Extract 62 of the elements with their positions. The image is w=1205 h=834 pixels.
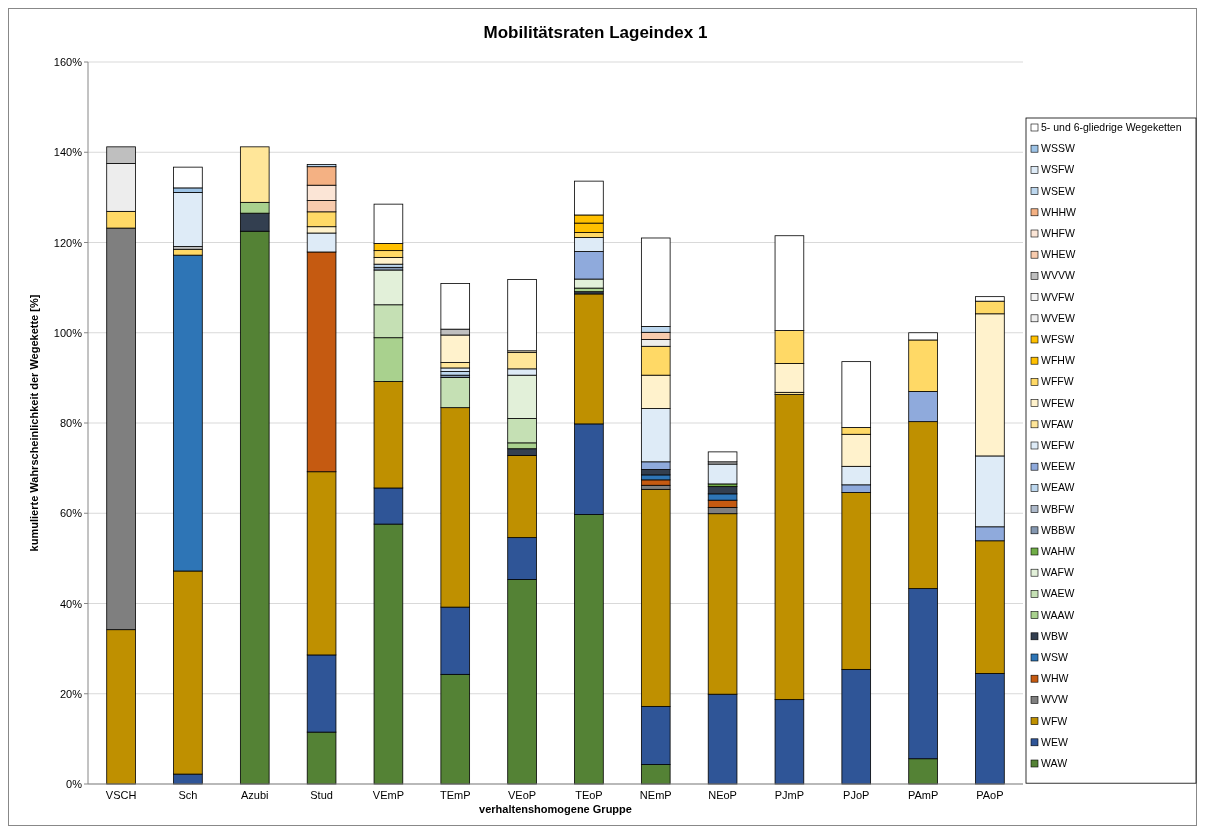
legend-label: WSEW [1041, 184, 1075, 197]
y-tick-label: 0% [66, 778, 83, 790]
legend-label: WAAW [1041, 608, 1075, 621]
y-tick-label: 80% [59, 417, 83, 429]
x-tick-label: Sch [178, 789, 198, 801]
bar [707, 463, 738, 485]
y-tick-label: 40% [59, 597, 83, 610]
legend-label: WFAW [1041, 417, 1074, 430]
y-tick-label: 20% [59, 687, 83, 700]
legend-label: WFFW [1041, 375, 1074, 388]
legend-label: WSW [1041, 651, 1068, 663]
bar [173, 166, 203, 189]
legend-label: WAFW [1041, 566, 1074, 579]
legend-label: WHFW [1041, 227, 1075, 239]
x-tick-label: PJoP [843, 789, 870, 801]
y-axis-title: kumulierte Wahrscheinlichkeit der Wegekette [%] [28, 294, 40, 552]
x-tick-label: TEoP [575, 789, 603, 801]
legend-label: WVVW [1041, 269, 1075, 282]
legend-label: WFHW [1041, 354, 1075, 367]
x-tick-label: PJmP [774, 789, 805, 801]
legend-label: WSFW [1041, 163, 1075, 176]
y-tick-label: 160% [53, 56, 83, 68]
legend-label: WHEW [1041, 248, 1076, 261]
y-tick-label: 100% [53, 326, 83, 339]
legend-label: WEFW [1041, 439, 1075, 451]
x-axis-title: verhaltenshomogene Gruppe [479, 803, 632, 815]
legend-label: WVW [1041, 693, 1068, 706]
legend-label: WHW [1041, 672, 1069, 685]
legend-label: WBFW [1041, 502, 1075, 515]
x-tick-label: VSCH [105, 789, 137, 801]
x-tick-label: VEmP [372, 789, 405, 801]
x-tick-label: NEoP [708, 789, 737, 801]
legend-label: WSSW [1041, 142, 1075, 155]
y-tick-label: 140% [53, 146, 83, 159]
x-tick-label: Stud [310, 789, 333, 801]
legend-label: WFEW [1041, 396, 1075, 409]
x-tick-label: NEmP [639, 789, 672, 801]
x-tick-label: Azubi [240, 789, 269, 801]
x-tick-label: PAoP [976, 789, 1004, 801]
legend-label: WEAW [1041, 481, 1075, 494]
legend-label: WBBW [1041, 523, 1075, 536]
legend-label: WEEW [1041, 460, 1075, 473]
legend-label: WAEW [1041, 587, 1075, 600]
bar [507, 279, 537, 352]
chart-title: Mobilitätsraten Lageindex 1 [483, 23, 708, 42]
legend-label: WFW [1041, 714, 1068, 727]
bar [173, 192, 203, 247]
legend-label: WBW [1041, 629, 1068, 642]
x-tick-label: VEoP [508, 789, 537, 801]
legend-label: WFSW [1041, 333, 1075, 345]
legend-label: WVEW [1041, 311, 1075, 324]
legend-label: 5- und 6-gliedrige Wegeketten [1041, 121, 1182, 133]
bar [707, 451, 738, 463]
y-tick-label: 120% [53, 236, 83, 249]
legend-label: WHHW [1041, 205, 1077, 218]
legend-label: WEW [1041, 735, 1068, 748]
x-tick-label: TEmP [439, 789, 471, 801]
x-tick-label: PAmP [907, 789, 939, 801]
legend-label: WVFW [1041, 290, 1075, 303]
legend-label: WAHW [1041, 545, 1076, 557]
legend-label: WAW [1041, 757, 1068, 769]
y-tick-label: 60% [59, 507, 83, 520]
